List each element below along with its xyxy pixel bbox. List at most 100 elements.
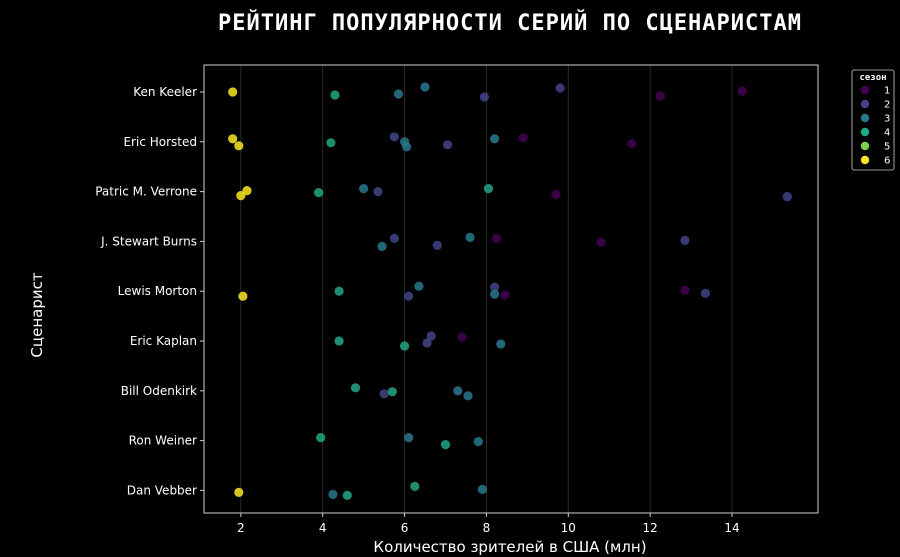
legend-label: 4 [884, 128, 890, 139]
points [228, 82, 792, 500]
data-point-season-2 [700, 288, 711, 298]
data-point-season-1 [518, 133, 528, 143]
data-point-season-1 [627, 139, 637, 149]
data-point-season-3 [490, 289, 500, 299]
legend-label: 2 [884, 100, 890, 111]
data-point-season-2 [389, 132, 399, 142]
legend: сезон 1 2 3 4 5 6 [851, 69, 895, 171]
data-point-season-1 [596, 237, 606, 247]
y-tick-label: Dan Vebber [127, 483, 197, 497]
data-point-season-4 [330, 90, 340, 100]
y-tick-label: Lewis Morton [118, 284, 197, 298]
data-point-season-2 [426, 331, 436, 341]
data-point-season-3 [402, 142, 412, 152]
data-point-season-2 [432, 240, 442, 250]
y-axis-label: Сценарист [28, 272, 46, 357]
legend-title: сезон [859, 73, 886, 83]
legend-marker [860, 113, 870, 123]
data-point-season-6 [242, 186, 252, 196]
data-point-season-2 [555, 83, 565, 93]
data-point-season-4 [316, 433, 326, 443]
plot-frame [203, 64, 819, 514]
y-axis: Ken Keeler Eric Horsted Patric M. Verrone J… [95, 85, 204, 497]
data-point-season-6 [234, 487, 244, 497]
data-point-season-3 [377, 241, 387, 251]
data-point-season-2 [379, 389, 389, 399]
grid [240, 65, 733, 513]
x-tick-label: 2 [237, 521, 245, 535]
x-tick-label: 14 [724, 521, 739, 535]
data-point-season-1 [551, 190, 561, 200]
data-point-season-1 [680, 285, 690, 295]
x-axis: 2 4 6 8 10 12 14 [237, 513, 740, 535]
data-point-season-3 [359, 184, 369, 194]
data-point-season-1 [500, 290, 510, 300]
legend-marker [860, 127, 870, 137]
y-tick-label: Ron Weiner [129, 434, 197, 448]
x-tick-label: 8 [483, 521, 491, 535]
data-point-season-4 [440, 440, 451, 450]
data-point-season-6 [228, 134, 238, 144]
data-point-season-4 [387, 387, 397, 397]
legend-marker [860, 85, 870, 95]
data-point-season-1 [655, 91, 666, 101]
data-point-season-2 [442, 140, 453, 150]
data-point-season-4 [334, 336, 344, 346]
data-point-season-2 [389, 233, 399, 243]
data-point-season-4 [410, 481, 420, 491]
data-point-season-2 [680, 235, 690, 245]
x-tick-label: 10 [561, 521, 576, 535]
legend-label: 6 [884, 156, 890, 167]
legend-marker [860, 155, 870, 165]
data-point-season-4 [326, 138, 336, 148]
x-axis-label: Количество зрителей в США (млн) [373, 538, 646, 556]
data-point-season-3 [477, 484, 487, 494]
data-point-season-2 [422, 338, 432, 348]
x-tick-label: 6 [401, 521, 409, 535]
y-tick-label: Bill Odenkirk [121, 384, 197, 398]
data-point-season-2 [373, 187, 383, 197]
data-point-season-3 [463, 391, 473, 401]
data-point-season-6 [234, 141, 244, 151]
data-point-season-1 [492, 233, 502, 243]
data-point-season-1 [457, 332, 467, 342]
y-tick-label: Eric Horsted [123, 135, 197, 149]
legend-label: 3 [884, 114, 890, 125]
data-point-season-3 [496, 339, 506, 349]
data-point-season-2 [490, 282, 500, 292]
data-point-season-2 [479, 92, 489, 102]
data-point-season-4 [399, 341, 410, 351]
data-point-season-6 [238, 291, 248, 301]
y-tick-label: Patric M. Verrone [95, 185, 197, 199]
data-point-season-2 [404, 291, 414, 301]
data-point-season-4 [483, 184, 494, 194]
data-point-season-3 [393, 89, 404, 99]
data-point-season-3 [404, 433, 414, 443]
chart-title: РЕЙТИНГ ПОПУЛЯРНОСТИ СЕРИЙ ПО СЦЕНАРИСТА… [218, 10, 802, 36]
data-point-season-4 [334, 286, 344, 296]
data-point-season-2 [782, 192, 792, 202]
data-point-season-4 [314, 188, 324, 198]
data-point-season-4 [342, 490, 352, 500]
data-point-season-6 [236, 191, 246, 201]
legend-marker [860, 141, 870, 151]
data-point-season-1 [737, 86, 747, 96]
data-point-season-4 [350, 383, 361, 393]
data-point-season-3 [465, 232, 475, 242]
x-tick-label: 12 [643, 521, 658, 535]
data-point-season-3 [473, 437, 483, 447]
data-point-season-3 [420, 82, 430, 92]
data-point-season-3 [490, 134, 500, 144]
legend-label: 5 [884, 142, 890, 153]
x-tick-label: 4 [319, 521, 327, 535]
y-tick-label: Eric Kaplan [130, 334, 197, 348]
data-point-season-3 [414, 281, 424, 291]
data-point-season-3 [453, 386, 463, 396]
data-point-season-3 [328, 489, 338, 499]
data-point-season-6 [228, 87, 238, 97]
y-tick-label: Ken Keeler [133, 85, 197, 99]
y-tick-label: J. Stewart Burns [100, 234, 197, 248]
legend-label: 1 [884, 86, 890, 97]
legend-marker [860, 99, 870, 109]
